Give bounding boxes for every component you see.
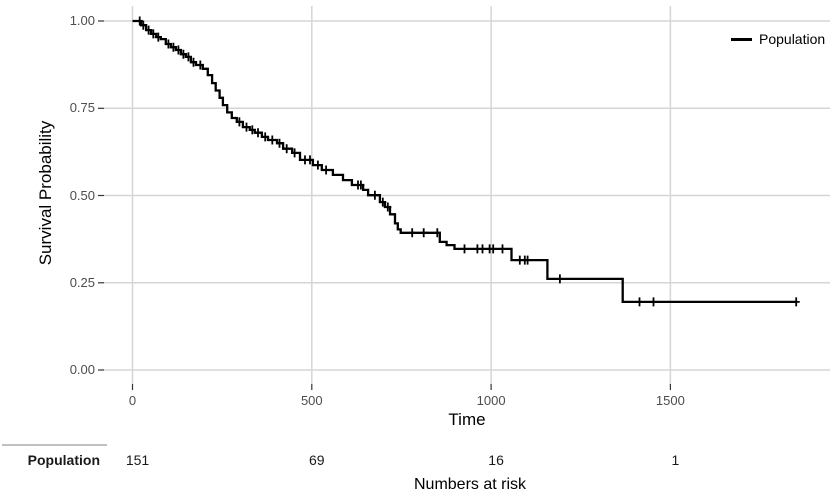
risk-count: 1: [671, 452, 680, 468]
x-tick-label: 0: [128, 393, 137, 408]
legend: Population: [731, 31, 825, 47]
censor-marks: [136, 16, 800, 307]
legend-line-sample-icon: [731, 37, 752, 41]
y-tick-label: 0.75: [69, 100, 95, 116]
y-tick-label: 0.50: [69, 187, 95, 203]
risk-count: 16: [488, 452, 504, 468]
legend-label: Population: [759, 31, 826, 47]
risk-row-label: Population: [27, 452, 100, 468]
y-tick-label: 0.25: [69, 274, 95, 290]
survival-curve: [132, 19, 797, 304]
risk-count: 69: [309, 452, 325, 468]
x-tick-label: 1000: [476, 393, 506, 408]
x-tick-label: 500: [300, 393, 323, 408]
risk-count: 151: [125, 452, 150, 468]
y-tick-label: 1.00: [69, 13, 95, 28]
risk-table-separator: [2, 444, 107, 446]
x-axis-title: Time: [448, 410, 486, 429]
x-tick-label: 1500: [655, 393, 685, 408]
numbers-at-risk-caption: Numbers at risk: [413, 476, 527, 493]
y-tick-label: 0.00: [69, 362, 95, 377]
